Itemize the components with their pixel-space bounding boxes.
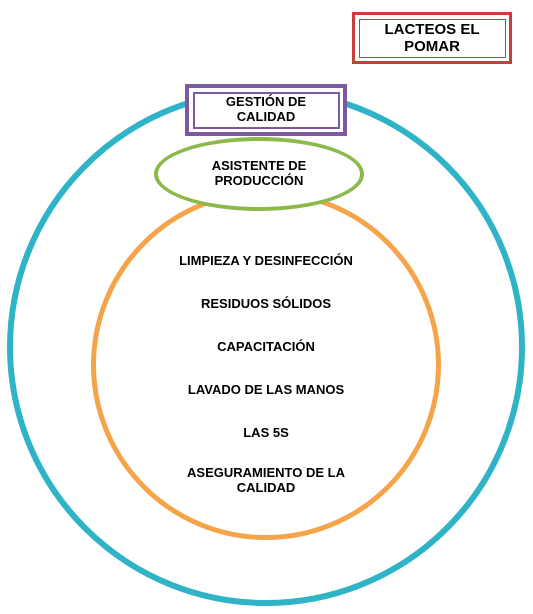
inner-item-0: LIMPIEZA Y DESINFECCIÓN	[136, 254, 396, 269]
inner-item-3: LAVADO DE LAS MANOS	[136, 383, 396, 398]
inner-item-2: CAPACITACIÓN	[136, 340, 396, 355]
company-label: LACTEOS EL POMAR	[352, 12, 512, 64]
inner-item-1: RESIDUOS SÓLIDOS	[136, 297, 396, 312]
assistant-label: ASISTENTE DE PRODUCCIÓN	[154, 137, 364, 211]
inner-item-5: ASEGURAMIENTO DE LA CALIDAD	[136, 466, 396, 496]
diagram-stage: ASISTENTE DE PRODUCCIÓNGESTIÓN DE CALIDA…	[0, 0, 533, 614]
quality-label: GESTIÓN DE CALIDAD	[185, 84, 347, 136]
inner-item-4: LAS 5S	[136, 426, 396, 441]
